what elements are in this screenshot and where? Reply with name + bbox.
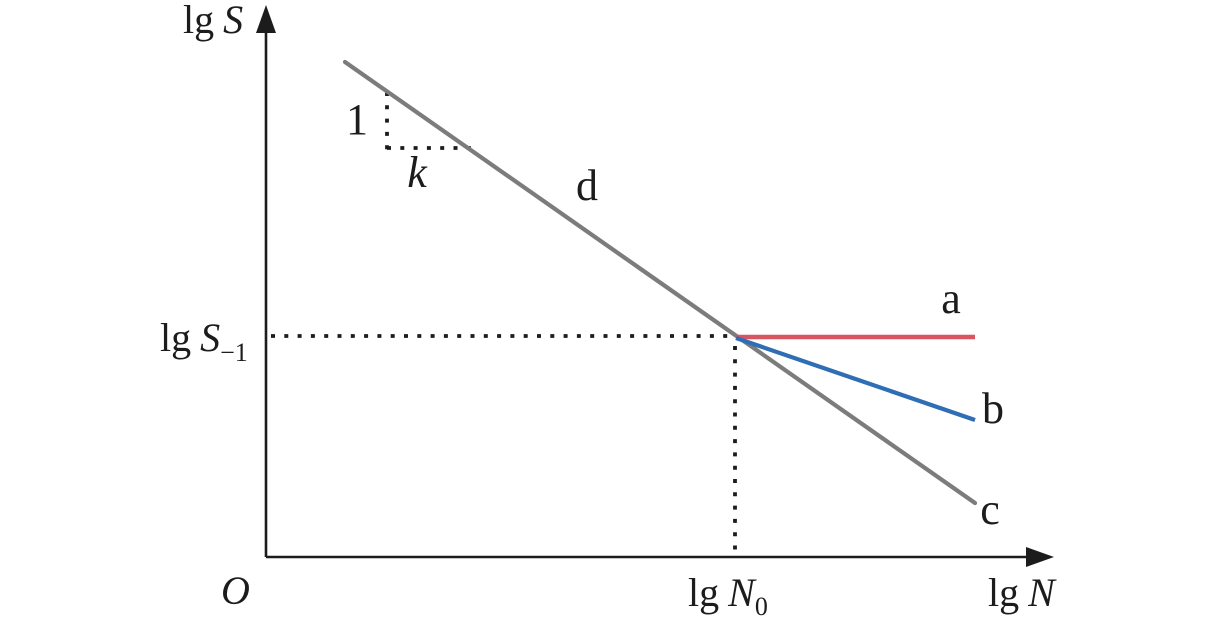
knee-cycles-label: lg N0 bbox=[688, 570, 768, 621]
y-axis-label-prefix: lg bbox=[183, 0, 214, 42]
slope-rise-label: 1 bbox=[346, 95, 368, 144]
origin-label: O bbox=[221, 568, 250, 613]
knee-cycles-prefix: lg bbox=[688, 570, 719, 615]
fatigue-limit-symbol: S bbox=[200, 315, 220, 360]
curve-a-label: a bbox=[941, 274, 961, 323]
x-axis-arrowhead-icon bbox=[1026, 547, 1054, 567]
fatigue-limit-prefix: lg bbox=[160, 315, 191, 360]
y-axis-arrowhead-icon bbox=[256, 5, 276, 33]
x-axis-label: lg N bbox=[988, 570, 1057, 615]
curve-d-label: d bbox=[576, 161, 598, 210]
fatigue-limit-subscript: −1 bbox=[220, 338, 248, 367]
slope-exponent-label: k bbox=[407, 148, 428, 197]
y-axis-label-symbol: S bbox=[223, 0, 243, 42]
fatigue-limit-label: lg S−1 bbox=[160, 315, 248, 367]
curve-c-label: c bbox=[980, 485, 1000, 534]
x-axis-label-symbol: N bbox=[1027, 570, 1057, 615]
knee-cycles-subscript: 0 bbox=[755, 592, 768, 621]
curve-b-line bbox=[735, 336, 976, 422]
curve-b-label: b bbox=[982, 384, 1004, 433]
knee-cycles-symbol: N bbox=[727, 570, 757, 615]
y-axis-label: lg S bbox=[183, 0, 243, 42]
x-axis-label-prefix: lg bbox=[988, 570, 1019, 615]
curve-d-line bbox=[342, 59, 978, 506]
